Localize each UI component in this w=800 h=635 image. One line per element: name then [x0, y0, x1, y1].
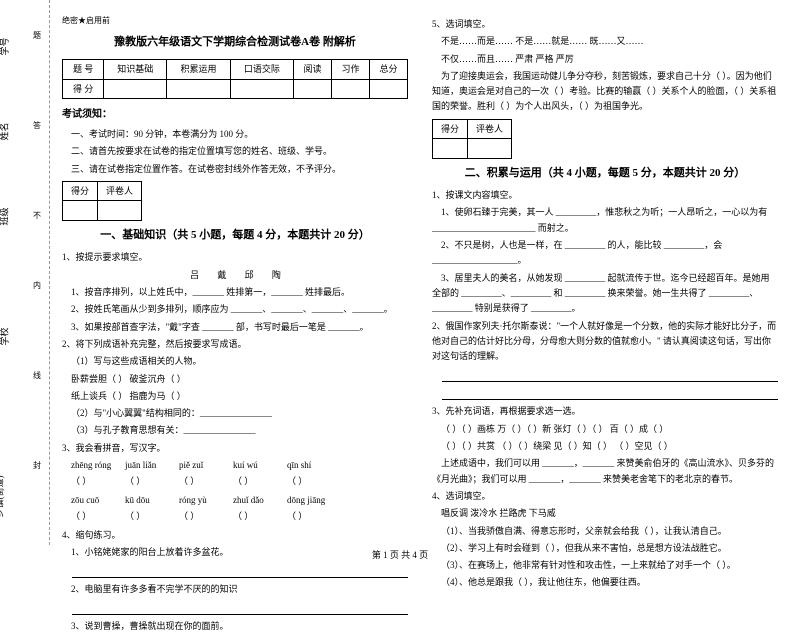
score-blank[interactable] — [293, 79, 331, 98]
grader-name2: 评卷人 — [468, 119, 512, 138]
section2-title: 二、积累与运用（共 4 小题，每题 5 分，本题共计 20 分） — [432, 165, 778, 183]
s2q2: 2、俄国作家列夫·托尔斯泰说："一个人就好像是一个分数，他的实际才能好比分子，而… — [432, 319, 778, 365]
s2q4: 4、选词填空。 — [432, 489, 778, 504]
score-h2: 知识基础 — [104, 60, 167, 79]
paper-title: 豫教版六年级语文下学期综合检测试卷A卷 附解析 — [62, 34, 408, 52]
margin-banji: 班级 — [0, 207, 11, 225]
margin-xiangzhen: 乡镇(街道) — [0, 476, 6, 518]
answer-line[interactable] — [442, 368, 778, 382]
s2q1: 1、按课文内容填空。 — [432, 188, 778, 203]
margin-xuehao: 学号 — [0, 37, 11, 55]
py1a: zhēng róng — [71, 458, 119, 472]
score-h4: 口语交际 — [230, 60, 293, 79]
answer-line[interactable] — [442, 386, 778, 400]
seal-nei: 内 — [33, 280, 41, 291]
section1-title: 一、基础知识（共 5 小题，每题 4 分，本题共计 20 分） — [62, 227, 408, 245]
score-h6: 习作 — [331, 60, 369, 79]
hanzi-row1[interactable]: （ ）（ ）（ ）（ ）（ ） — [71, 474, 408, 488]
q2: 2、将下列成语补充完整，然后按要求写成语。 — [62, 337, 408, 352]
pinyin-row1: zhēng róng juān liǎn piě zuǐ kuí wú qīn … — [71, 458, 408, 472]
q4-3: 3、说到曹操，曹操就出现在你的面前。 — [62, 619, 408, 634]
q2-3: （3）与孔子教育思想有关：________________ — [62, 423, 408, 438]
s2q3-c: 上述成语中，我们可以用 _______，_______ 来赞美俞伯牙的《高山流水… — [432, 456, 778, 487]
score-r1: 得 分 — [63, 79, 104, 98]
notice-1: 一、考试时间：90 分钟，本卷满分为 100 分。 — [62, 127, 408, 142]
q1-chars: 吕 戴 邱 陶 — [62, 268, 408, 283]
py1d: kuí wú — [233, 458, 281, 472]
py2d: zhuǐ dǎo — [233, 493, 281, 507]
q1: 1、按提示要求填空。 — [62, 250, 408, 265]
q2-b: 纸上谈兵（ ） 指鹿为马（ ） — [62, 389, 408, 404]
grader-blank[interactable] — [98, 201, 142, 220]
grader-name: 评卷人 — [98, 182, 142, 201]
q5-a: 不是……而是…… 不是……就是…… 既……又…… — [432, 34, 778, 49]
q5-b: 不仅……而且…… 严肃 严格 严厉 — [432, 52, 778, 67]
s2q3: 3、先补充词语，再根据要求选一选。 — [432, 404, 778, 419]
s2q4-b: （1）、当我骄傲自满、得意忘形时，父亲就会给我（ ），让我认清自己。 — [432, 524, 778, 539]
grader-score2: 得分 — [433, 119, 468, 138]
pinyin-row2: zōu cuō kū dōu róng yù zhuǐ dǎo dōng jiā… — [71, 493, 408, 507]
notice-2: 二、请首先按要求在试卷的指定位置填写您的姓名、班级、学号。 — [62, 144, 408, 159]
s2q1-1: 1、使卵石臻于完美，其一人 _________，惟悲秋之为听；一人昂听之，一心以… — [432, 205, 778, 236]
s2q3-b: （ ）（ ）共赏 （ ）（ ）绕梁 见（ ）知（ ） （ ）空见（ ） — [432, 439, 778, 454]
score-blank[interactable] — [104, 79, 167, 98]
s2q4-a: 唱反调 泼冷水 拦路虎 下马威 — [432, 506, 778, 521]
q1-3: 3、如果按部首查字法，"戴"字查 _______ 部，书写时最后一笔是 ____… — [62, 320, 408, 335]
margin-xingming: 姓名 — [0, 122, 11, 140]
score-h1: 题 号 — [63, 60, 104, 79]
grader-box-1: 得分 评卷人 — [62, 181, 142, 221]
binding-margin: 学号 姓名 班级 学校 乡镇(街道) 题 答 不 内 线 封 — [0, 0, 50, 545]
margin-xuexiao: 学校 — [0, 327, 11, 345]
score-blank[interactable] — [167, 79, 230, 98]
grader-blank[interactable] — [433, 139, 468, 158]
q4-2: 2、电脑里有许多多看不完学不厌的的知识 — [62, 582, 408, 597]
grader-score: 得分 — [63, 182, 98, 201]
seal-ti: 题 — [33, 30, 41, 41]
seal-feng: 封 — [33, 460, 41, 471]
notice-head: 考试须知： — [62, 107, 408, 123]
q4: 4、缩句练习。 — [62, 528, 408, 543]
score-h7: 总分 — [369, 60, 407, 79]
answer-line[interactable] — [72, 564, 408, 578]
score-h3: 积累运用 — [167, 60, 230, 79]
py1e: qīn shí — [287, 458, 335, 472]
seal-xian: 线 — [33, 370, 41, 381]
notice-3: 三、请在试卷指定位置作答。在试卷密封线外作答无效，不予评分。 — [62, 162, 408, 177]
py1c: piě zuǐ — [179, 458, 227, 472]
score-blank[interactable] — [331, 79, 369, 98]
score-blank[interactable] — [230, 79, 293, 98]
py2c: róng yù — [179, 493, 227, 507]
secret-label: 绝密★启用前 — [62, 15, 408, 28]
q1-1: 1、按音序排列，以上姓氏中，_______ 姓排第一，_______ 姓排最后。 — [62, 285, 408, 300]
grader-blank[interactable] — [468, 139, 512, 158]
py2a: zōu cuō — [71, 493, 119, 507]
q5: 5、选词填空。 — [432, 17, 778, 32]
py1b: juān liǎn — [125, 458, 173, 472]
q5-c: 为了迎接奥运会，我国运动健儿争分夺秒，刻苦锻炼，要求自己十分（ ）。因为他们知道… — [432, 69, 778, 115]
hanzi-row2[interactable]: （ ）（ ）（ ）（ ）（ ） — [71, 509, 408, 523]
left-column: 绝密★启用前 豫教版六年级语文下学期综合检测试卷A卷 附解析 题 号 知识基础 … — [50, 0, 420, 545]
score-h5: 阅读 — [293, 60, 331, 79]
seal-bu: 不 — [33, 210, 41, 221]
grader-box-2: 得分 评卷人 — [432, 119, 512, 159]
answer-line[interactable] — [72, 601, 408, 615]
q2-2: （2）与"小心翼翼"结构相同的：________________ — [62, 406, 408, 421]
s2q1-2: 2、不只是树，人也是一样，在 _________ 的人，能比较 ________… — [432, 238, 778, 269]
page-footer: 第 1 页 共 4 页 — [0, 548, 800, 561]
q2-1: （1）写与这些成语相关的人物。 — [62, 354, 408, 369]
q3: 3、我会看拼音，写汉字。 — [62, 441, 408, 456]
s2q4-e: （4）、他总是跟我（ ），我让他往东，他偏要往西。 — [432, 575, 778, 590]
seal-da: 答 — [33, 120, 41, 131]
score-blank[interactable] — [369, 79, 407, 98]
py2e: dōng jiāng — [287, 493, 335, 507]
q2-a: 卧薪尝胆（ ） 破釜沉舟（ ） — [62, 372, 408, 387]
grader-blank[interactable] — [63, 201, 98, 220]
s2q1-3: 3、居里夫人的美名，从她发现 _________ 起就流传于世。迄今已经超百年。… — [432, 271, 778, 317]
s2q3-a: （ ）（ ）画栋 万（ ）（ ）新 张灯（ ）（ ） 百（ ）成（ ） — [432, 422, 778, 437]
py2b: kū dōu — [125, 493, 173, 507]
right-column: 5、选词填空。 不是……而是…… 不是……就是…… 既……又…… 不仅……而且…… — [420, 0, 790, 545]
score-table: 题 号 知识基础 积累运用 口语交际 阅读 习作 总分 得 分 — [62, 59, 408, 99]
q1-2: 2、按姓氏笔画从少到多排列，顺序应为 _______、_______、_____… — [62, 302, 408, 317]
